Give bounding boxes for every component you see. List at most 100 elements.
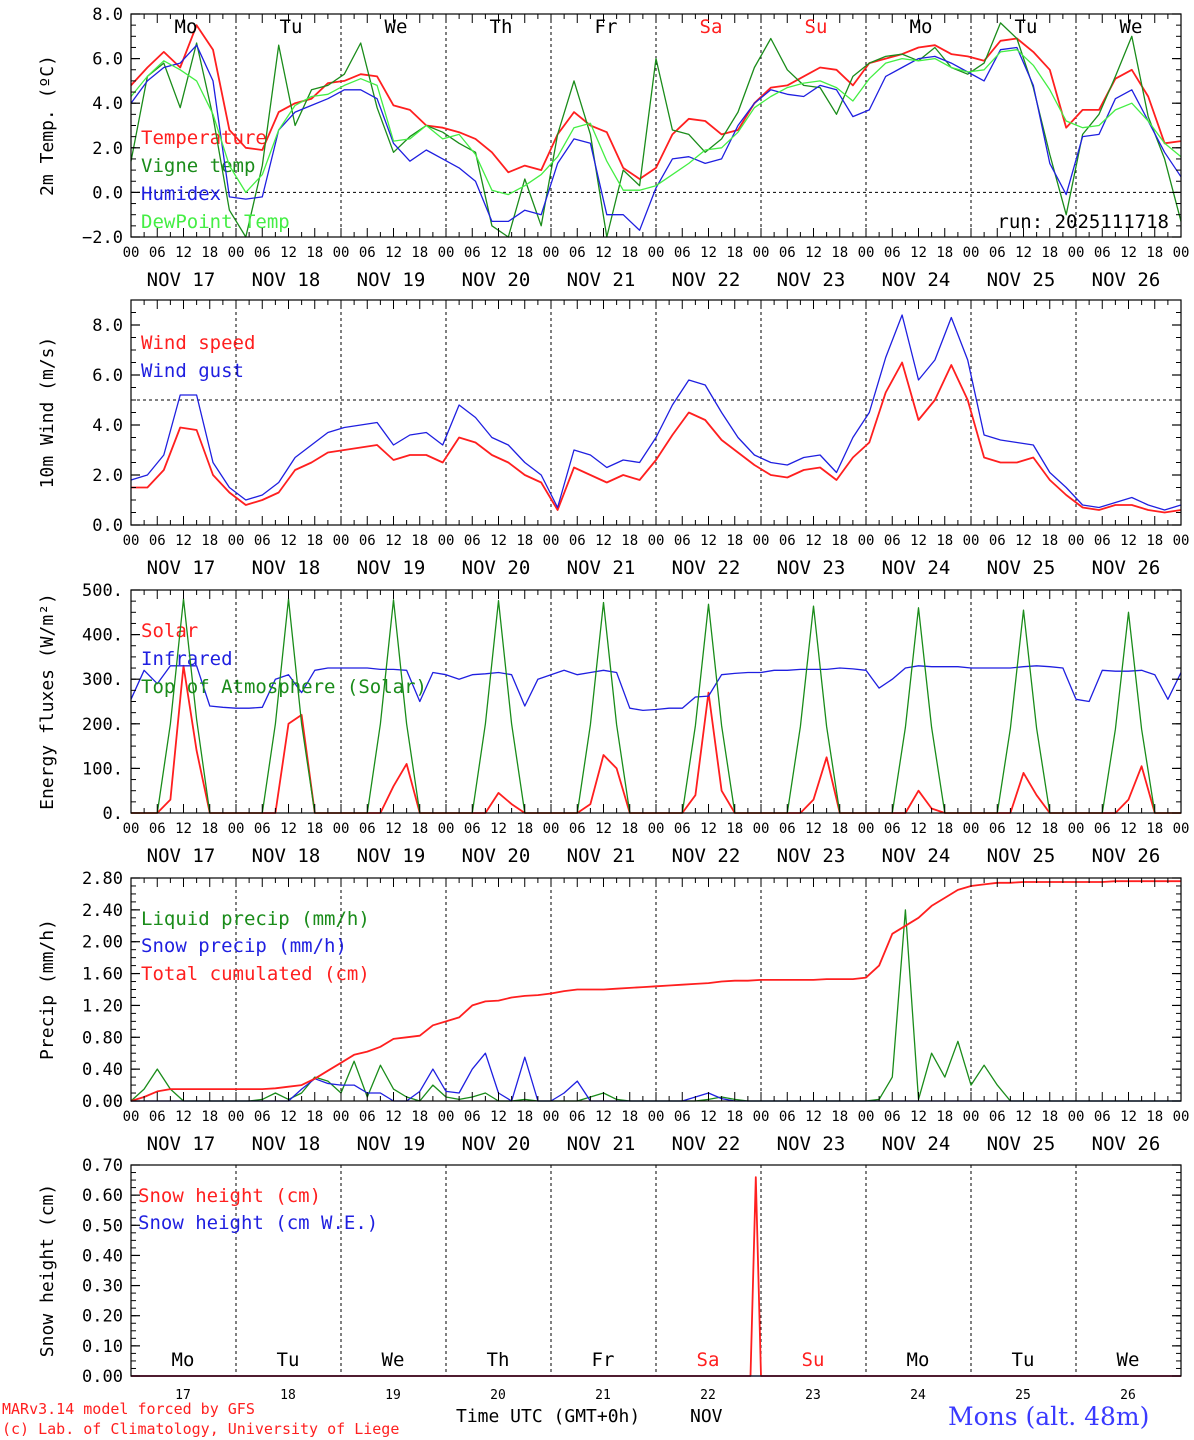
x-hour-label: 00: [1068, 1109, 1085, 1125]
x-hour-label: 00: [648, 821, 665, 837]
y-tick-label: 300.: [82, 670, 123, 690]
x-hour-label: 06: [674, 533, 691, 549]
x-date-label: NOV 23: [777, 1133, 846, 1155]
weekday-label: Su: [802, 1349, 825, 1371]
x-hour-label: 00: [1173, 533, 1190, 549]
x-date-label: NOV 19: [357, 1133, 426, 1155]
x-hour-label: 12: [595, 1109, 612, 1125]
y-tick-label: 100.: [82, 759, 123, 779]
x-hour-label: 06: [779, 1109, 796, 1125]
plot-frame: [130, 589, 1182, 814]
x-hour-label: 12: [1120, 821, 1137, 837]
x-hour-label: 06: [359, 533, 376, 549]
weekday-label: Tu: [277, 1349, 300, 1371]
x-hour-label: 12: [805, 533, 822, 549]
x-hour-label: 18: [831, 245, 848, 261]
y-tick-label: 0.: [103, 804, 123, 824]
panel-5: Snow height (cm) Snow height (cm W.E.) 0.0…: [37, 1156, 1182, 1403]
x-hour-label: 00: [963, 1109, 980, 1125]
x-hour-label: 12: [385, 1109, 402, 1125]
x-hour-label: 12: [1015, 1109, 1032, 1125]
x-hour-label: 06: [464, 821, 481, 837]
y-tick-label: 200.: [82, 715, 123, 735]
x-hour-label: 18: [1041, 245, 1058, 261]
x-hour-label: 00: [123, 245, 140, 261]
x-hour-label: 06: [569, 1109, 586, 1125]
x-date-label: NOV 17: [147, 1133, 216, 1155]
x-hour-label: 18: [726, 533, 743, 549]
x-date-label: NOV 26: [1092, 269, 1161, 291]
y-tick-label: 2.0: [92, 139, 123, 159]
series-line-total-cumulated-cm-: [130, 880, 1181, 1102]
legend-entry: Snow height (cm W.E.): [138, 1212, 378, 1234]
series-line-wind-speed: [131, 361, 1182, 514]
x-hour-label: 06: [1094, 1109, 1111, 1125]
panel-2: Wind speed Wind gust 0.0 2.0 4.0 6.0 8.0 10m Wi…: [37, 299, 1190, 579]
x-date-label: NOV 19: [357, 557, 426, 579]
x-hour-label: 06: [884, 1109, 901, 1125]
x-hour-label: 06: [674, 821, 691, 837]
x-hour-label: 00: [753, 821, 770, 837]
x-date-label: NOV 24: [882, 1133, 951, 1155]
x-hour-label: 12: [385, 821, 402, 837]
x-hour-label: 06: [884, 533, 901, 549]
x-hour-label: 18: [621, 821, 638, 837]
x-date-label: NOV 17: [147, 269, 216, 291]
x-hour-label: 06: [779, 245, 796, 261]
x-hour-label: 18: [516, 245, 533, 261]
x-hour-label: 12: [1120, 1109, 1137, 1125]
x-hour-label: 18: [411, 533, 428, 549]
x-date-label: NOV 23: [777, 845, 846, 867]
x-date-label: NOV 17: [147, 557, 216, 579]
legend-entry: Humidex: [141, 183, 221, 205]
x-hour-label: 00: [228, 245, 245, 261]
day-number-label: 25: [1015, 1388, 1031, 1403]
x-hour-label: 00: [858, 821, 875, 837]
x-hour-label: 12: [385, 533, 402, 549]
weekday-label: Su: [805, 16, 828, 38]
x-hour-label: 12: [910, 533, 927, 549]
x-hour-label: 18: [726, 1109, 743, 1125]
y-tick-label: 0.00: [82, 1092, 123, 1112]
y-tick-label: 1.20: [82, 996, 123, 1016]
x-hour-label: 18: [1146, 821, 1163, 837]
weekday-label: We: [385, 16, 408, 38]
x-hour-label: 12: [175, 245, 192, 261]
x-hour-label: 00: [1068, 245, 1085, 261]
x-hour-label: 00: [123, 821, 140, 837]
weekday-label: We: [1120, 16, 1143, 38]
x-hour-label: 18: [1146, 245, 1163, 261]
x-date-label: NOV 26: [1092, 1133, 1161, 1155]
x-hour-label: 12: [910, 1109, 927, 1125]
x-hour-label: 06: [464, 1109, 481, 1125]
x-hour-label: 18: [1041, 1109, 1058, 1125]
x-date-label: NOV 25: [987, 557, 1056, 579]
x-hour-label: 00: [753, 533, 770, 549]
y-tick-label: 0.10: [82, 1337, 123, 1357]
x-hour-label: 18: [201, 821, 218, 837]
x-hour-label: 00: [333, 1109, 350, 1125]
run-annotation: run: 2025111718: [997, 211, 1169, 233]
x-hour-label: 00: [438, 245, 455, 261]
x-hour-label: 00: [543, 245, 560, 261]
x-hour-label: 12: [175, 1109, 192, 1125]
series-line-temperature: [130, 24, 1182, 180]
legend-entry: Solar: [141, 620, 198, 642]
x-date-label: NOV 24: [882, 845, 951, 867]
x-hour-label: 18: [516, 1109, 533, 1125]
x-hour-label: 18: [726, 245, 743, 261]
x-date-label: NOV 19: [357, 845, 426, 867]
y-tick-label: 0.0: [92, 516, 123, 536]
x-hour-label: 06: [359, 245, 376, 261]
y-tick-label: 0.0: [92, 183, 123, 203]
month-label: NOV: [690, 1406, 723, 1427]
x-hour-label: 12: [700, 245, 717, 261]
x-hour-label: 00: [438, 1109, 455, 1125]
x-hour-label: 12: [490, 1109, 507, 1125]
x-hour-label: 06: [884, 245, 901, 261]
x-hour-label: 18: [831, 821, 848, 837]
x-date-label: NOV 18: [252, 1133, 321, 1155]
y-tick-label: 0.80: [82, 1028, 123, 1048]
x-date-label: NOV 22: [672, 269, 741, 291]
